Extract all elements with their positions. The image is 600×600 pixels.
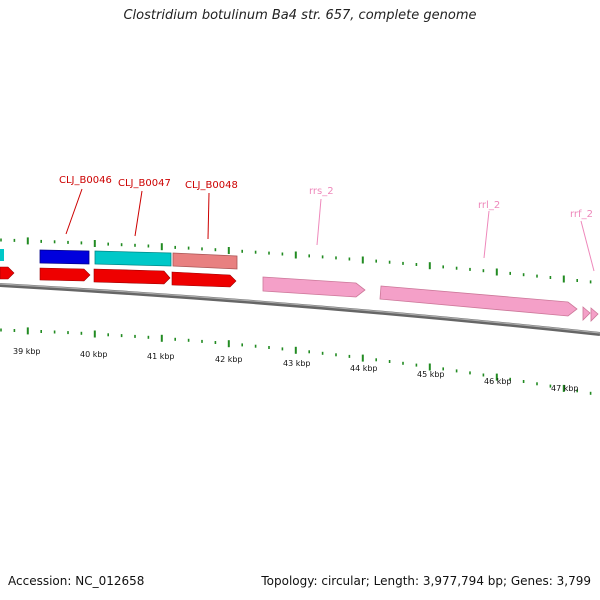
scale-label-41kbp: 41 kbp [147,352,175,361]
lower-tick-track [0,327,592,395]
gene-label-clj-b0047: CLJ_B0047 [118,178,171,189]
blue-box-b0046 [39,249,90,265]
scale-label-47kbp: 47 kbp [551,384,579,393]
scale-label-45kbp: 45 kbp [417,370,445,379]
gene-label-rrl-2: rrl_2 [478,200,500,211]
gene-label-clj-b0046: CLJ_B0046 [59,175,112,186]
accession-text: Accession: NC_012658 [8,574,145,588]
salmon-box-b0048 [172,252,238,270]
cyan-box-b0047 [94,250,172,267]
cds-arrow-partial [0,266,15,280]
gene-label-rrs-2: rrs_2 [309,186,334,197]
genome-backbone-highlight [0,283,600,334]
scale-label-42kbp: 42 kbp [215,355,243,364]
leader-rrs-2 [316,198,322,246]
scale-label-43kbp: 43 kbp [283,359,311,368]
genome-title: Clostridium botulinum Ba4 str. 657, comp… [123,8,477,23]
scale-label-44kbp: 44 kbp [350,364,378,373]
scale-label-40kbp: 40 kbp [80,350,108,359]
cds-arrow-b0048 [171,271,237,288]
upper-tick-track [0,237,592,284]
rrs-2-arrow [262,276,366,298]
gene-label-clj-b0048: CLJ_B0048 [185,180,238,191]
gene-label-rrf-2: rrf_2 [570,209,593,220]
cds-arrow-b0047 [93,268,171,285]
rrl-2-arrow [379,285,578,317]
rrf-2-arrow [582,306,591,321]
scale-label-46kbp: 46 kbp [484,377,512,386]
leader-b0046 [65,188,83,235]
leader-b0048 [207,192,210,240]
leader-rrf-2 [580,220,595,272]
leader-b0047 [134,190,143,237]
cds-arrow-b0046 [39,267,91,282]
genome-backbone [0,283,600,336]
genome-summary-text: Topology: circular; Length: 3,977,794 bp… [261,574,591,588]
scale-label-39kbp: 39 kbp [13,347,41,356]
rrf-2-arrow-b [590,307,599,322]
cyan-box-partial [0,249,4,261]
leader-rrl-2 [483,210,490,259]
